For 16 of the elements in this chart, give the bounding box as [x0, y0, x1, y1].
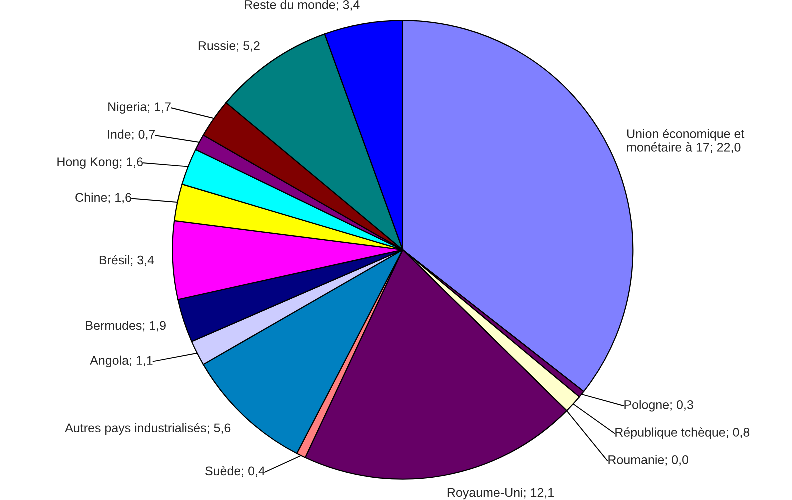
slice-label: Royaume-Uni; 12,1	[448, 488, 554, 500]
slice-label: Hong Kong; 1,6	[58, 158, 144, 169]
slice-label: Suède; 0,4	[206, 466, 266, 478]
slice-label: Nigeria; 1,7	[108, 102, 171, 114]
slice-label: Brésil; 3,4	[100, 255, 154, 266]
slice-label: Angola; 1,1	[90, 356, 153, 368]
slice-label: République tchèque; 0,8	[616, 428, 750, 440]
slice-label: Pologne; 0,3	[624, 400, 694, 412]
slice-label: Union économique et monétaire à 17; 22,0	[627, 129, 745, 154]
slice-label: Chine; 1,6	[76, 192, 132, 204]
slice-label: Inde; 0,7	[108, 130, 156, 140]
slice-label: Russie; 5,2	[198, 41, 260, 52]
category-label: Roumanie; 0,0	[608, 455, 689, 466]
slice-label: Bermudes; 1,9	[86, 320, 166, 332]
slice-label: Reste du monde; 3,4	[245, 0, 360, 11]
slice-label: Autres pays industrialisés; 5,6	[65, 423, 231, 436]
